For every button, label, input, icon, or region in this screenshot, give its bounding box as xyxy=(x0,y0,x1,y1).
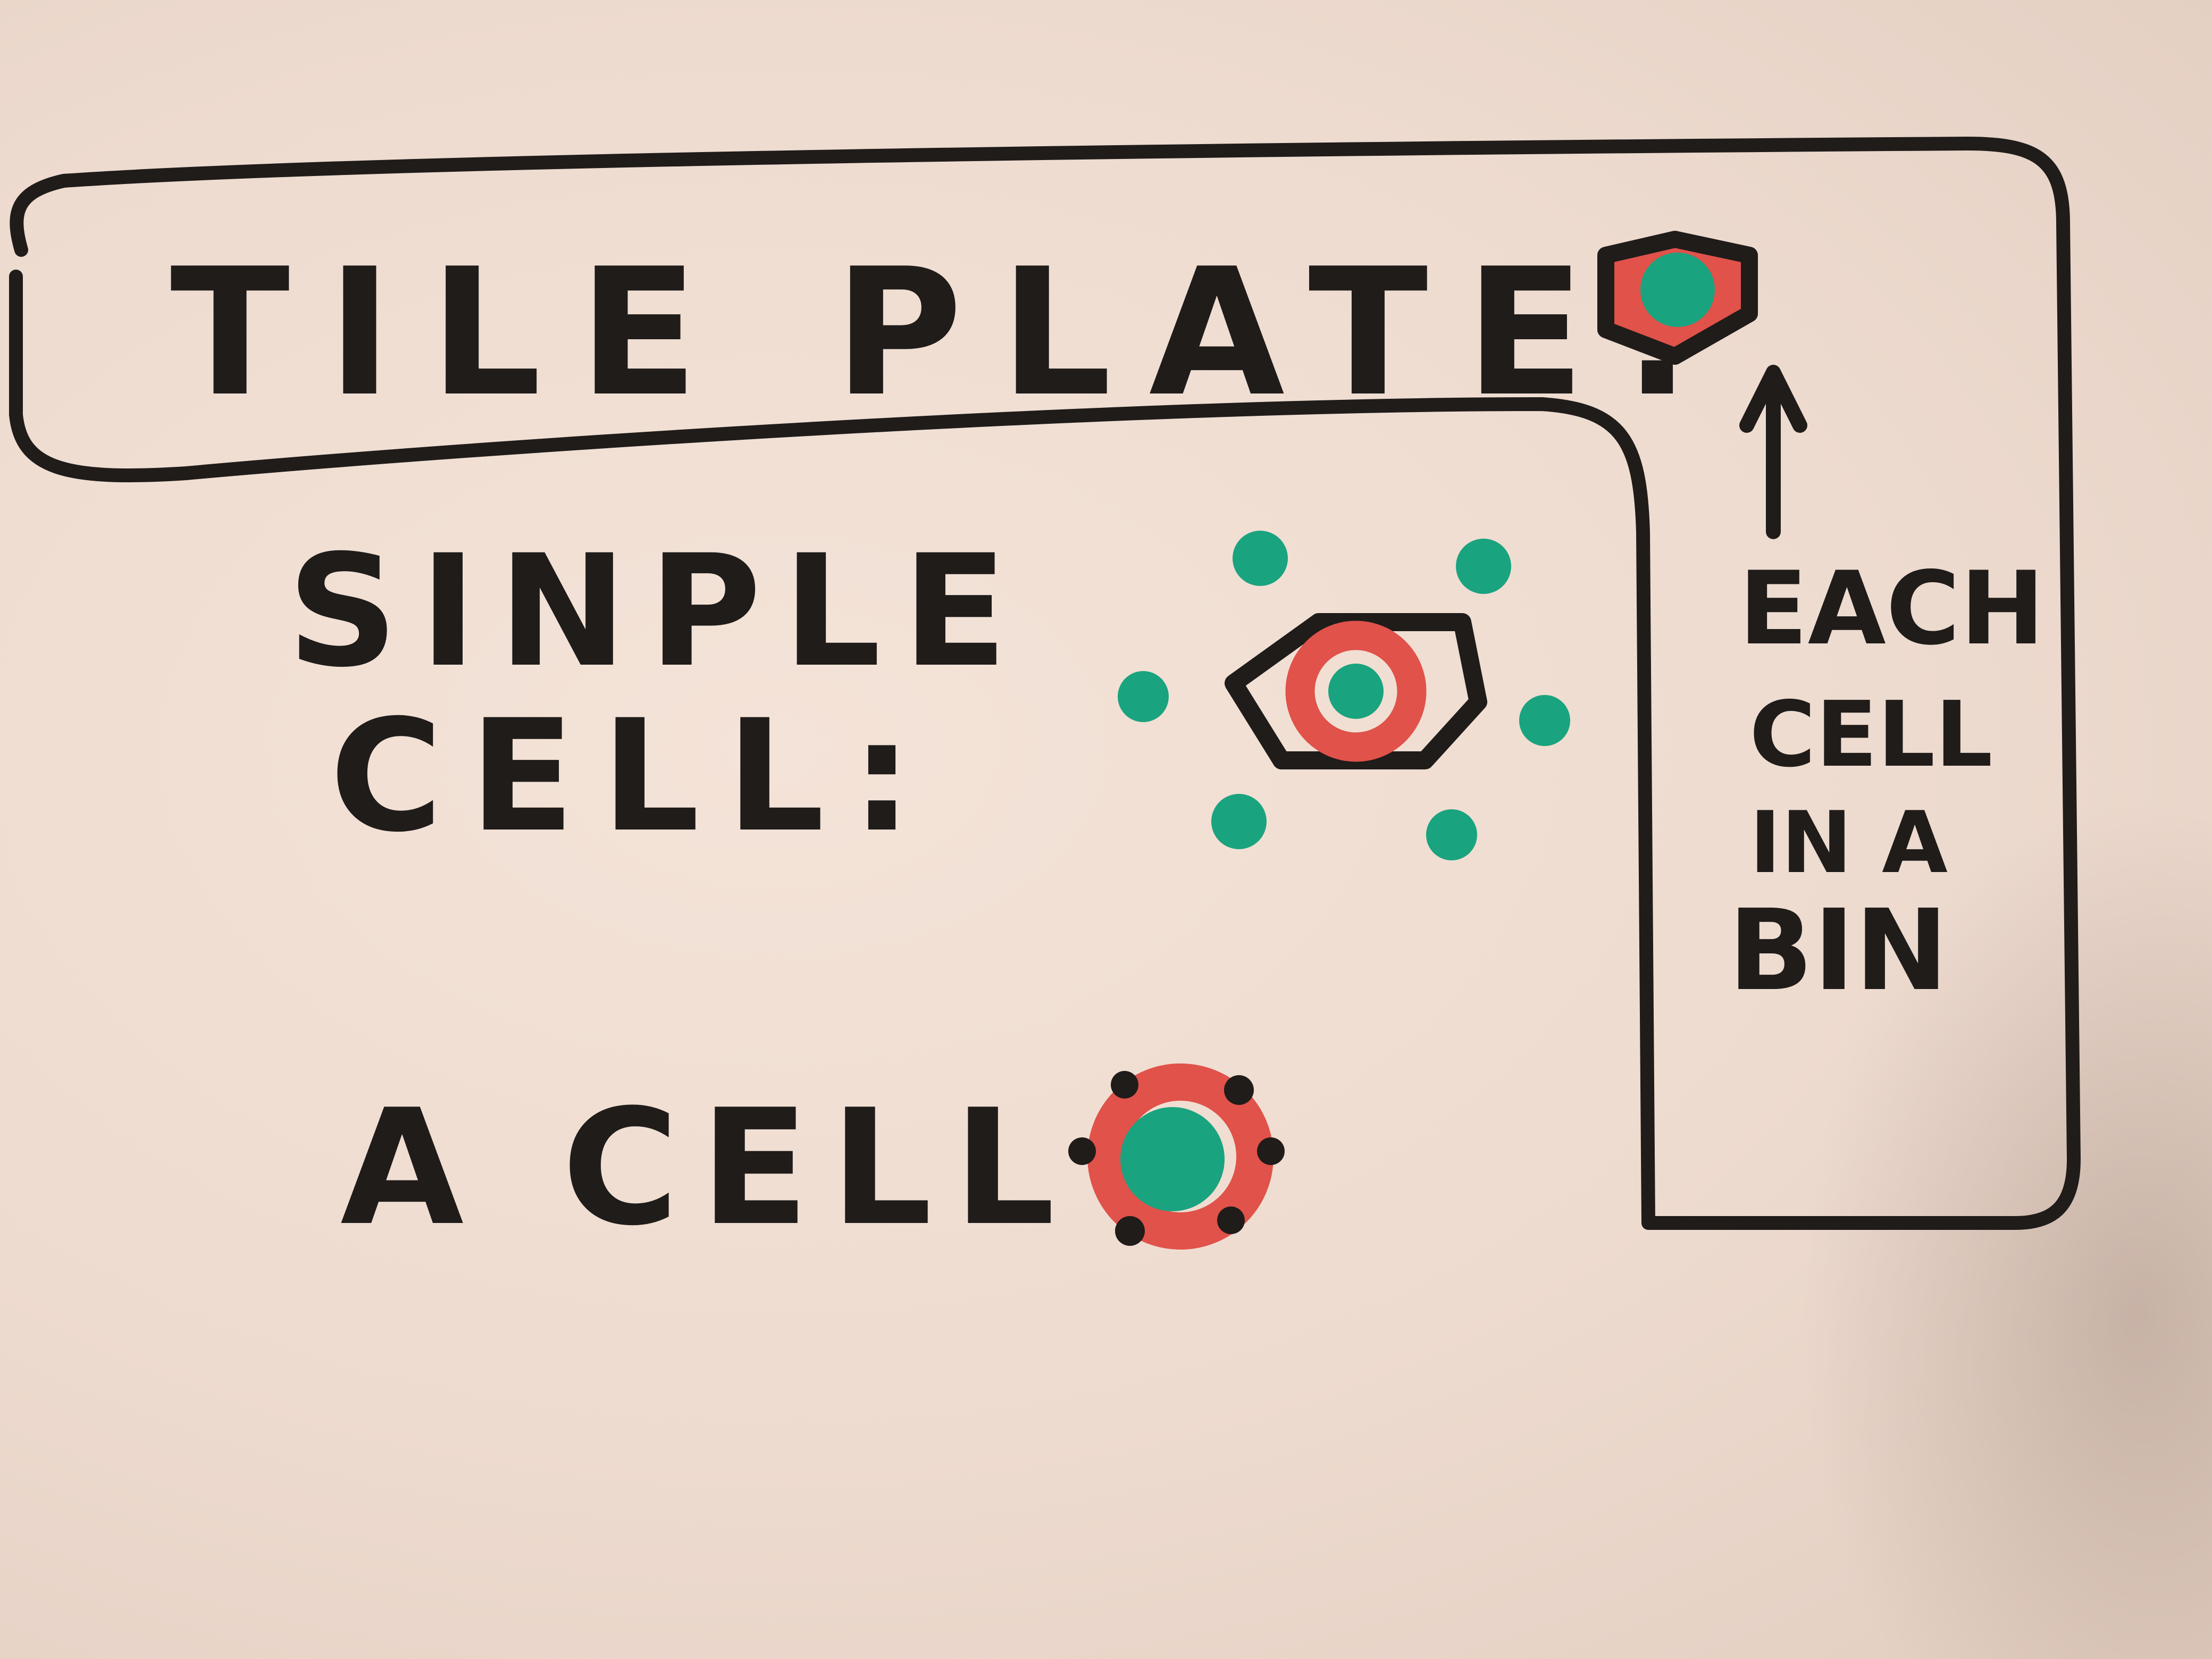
neighbor-dot xyxy=(1211,794,1267,849)
cell-with-spikes-icon xyxy=(1068,1063,1285,1250)
a-cell-label: A CELL xyxy=(340,1075,1076,1261)
single-cell-label-line-1: SINPLE xyxy=(287,522,1029,701)
single-cell-label-line-2: CELL: xyxy=(330,687,939,866)
neighbor-dot xyxy=(1426,809,1477,860)
spike-dot xyxy=(1224,1075,1254,1105)
neighbor-dot xyxy=(1519,695,1570,746)
side-label-line-2: CELL xyxy=(1749,682,1993,787)
neighbor-dot xyxy=(1118,671,1169,722)
neighbor-dot xyxy=(1233,531,1288,586)
spike-dot xyxy=(1115,1216,1145,1246)
neighbor-dot xyxy=(1456,539,1511,594)
hexagon-cell-icon xyxy=(1597,231,1758,365)
tile-plate-frame xyxy=(9,137,2081,1230)
spike-dot xyxy=(1257,1137,1285,1165)
arrow-up-icon xyxy=(1739,365,1807,539)
tile-plate-title: TILE PLATE: xyxy=(170,231,1730,435)
side-label-line-3: IN A xyxy=(1749,793,1948,892)
side-label-line-1: EACH xyxy=(1739,550,2045,667)
side-label-line-4: BIN xyxy=(1728,885,1948,1016)
spike-dot xyxy=(1111,1071,1138,1099)
spike-dot xyxy=(1068,1137,1096,1165)
hexagon-cell-with-neighbors-icon xyxy=(1118,531,1570,860)
spike-dot xyxy=(1217,1206,1245,1234)
